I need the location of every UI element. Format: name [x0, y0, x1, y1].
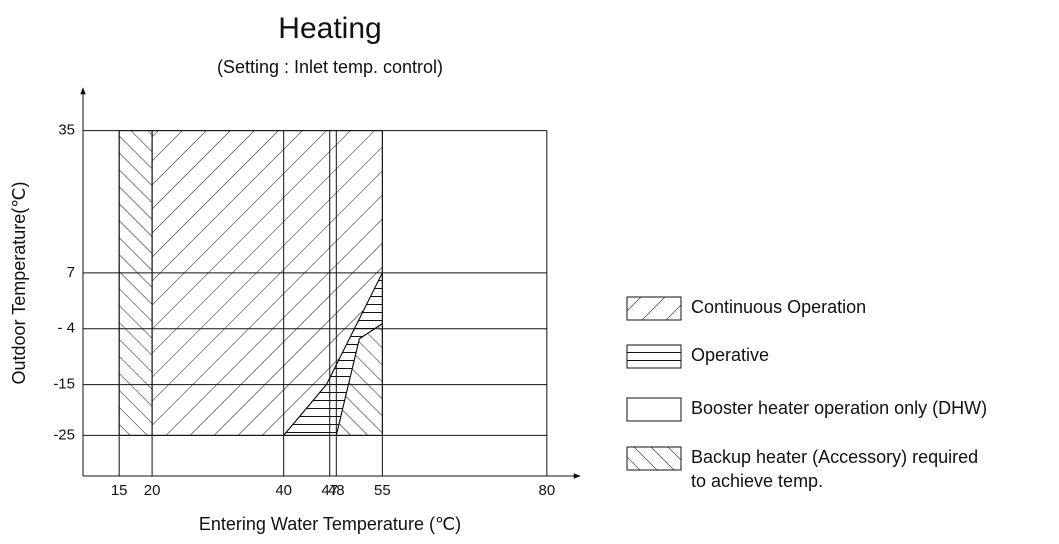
legend-label: Continuous Operation [691, 297, 866, 317]
x-tick-label: 55 [374, 482, 391, 499]
legend-label: Booster heater operation only (DHW) [691, 398, 987, 418]
y-tick-label: -25 [53, 426, 75, 443]
x-tick-label: 48 [328, 482, 345, 499]
x-tick-label: 47 [321, 482, 338, 499]
legend-label: Backup heater (Accessory) required [691, 447, 978, 467]
x-tick-label: 40 [275, 482, 292, 499]
legend-label: Operative [691, 345, 769, 365]
legend-swatch [626, 446, 682, 471]
subtitle: (Setting : Inlet temp. control) [217, 57, 443, 77]
x-tick-label: 80 [538, 482, 555, 499]
x-tick-label: 15 [111, 482, 128, 499]
legend-swatch [626, 397, 682, 422]
y-tick-label: 35 [58, 122, 75, 139]
x-axis-label: Entering Water Temperature (℃) [199, 514, 461, 534]
legend-swatch [626, 344, 682, 369]
legend: Continuous Operation Operative Booster hea… [626, 296, 987, 491]
legend-label: to achieve temp. [691, 471, 823, 491]
y-axis-label: Outdoor Temperature(℃) [9, 182, 29, 385]
region [118, 130, 153, 436]
y-tick-label: -15 [53, 376, 75, 393]
y-tick-label: 7 [67, 264, 75, 281]
y-tick-label: - 4 [57, 320, 75, 337]
x-tick-label: 20 [144, 482, 161, 499]
title: Heating [278, 12, 381, 45]
legend-swatch [626, 296, 682, 321]
